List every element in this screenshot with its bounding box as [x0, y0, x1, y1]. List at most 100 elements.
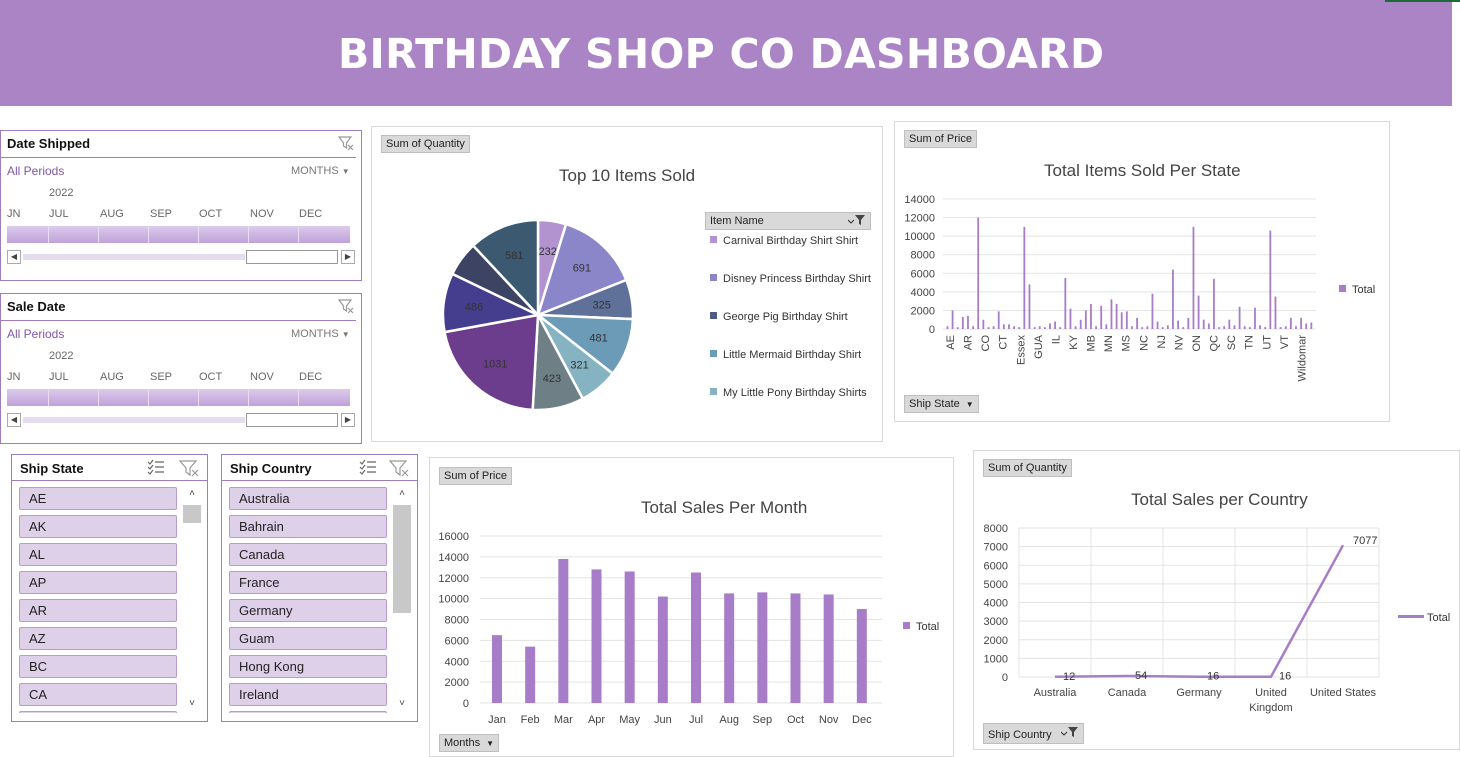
timeline-month[interactable]: JN: [7, 371, 21, 383]
country-chart-panel[interactable]: Sum of Quantity Total Sales per Country …: [973, 450, 1460, 750]
timeline-month[interactable]: SEP: [150, 208, 173, 220]
slicer-item[interactable]: AK: [19, 515, 177, 538]
bar: [1074, 326, 1077, 329]
clear-filter-icon[interactable]: [179, 459, 199, 477]
legend-field-label: Item Name: [710, 215, 764, 227]
filter-dropdown-icon[interactable]: [847, 214, 866, 229]
x-tick-label: CT: [998, 335, 1010, 350]
slicer-item[interactable]: BC: [19, 655, 177, 678]
axis-field-pill[interactable]: Ship State ▼: [904, 395, 979, 413]
pie-chart-panel[interactable]: Sum of Quantity Top 10 Items Sold 232 691…: [371, 126, 883, 442]
slicer-item[interactable]: Germany: [229, 599, 387, 622]
multi-select-icon[interactable]: [147, 459, 165, 475]
legend-swatch: [903, 622, 910, 629]
slicer-item[interactable]: Australia: [229, 487, 387, 510]
slicer-item[interactable]: AP: [19, 571, 177, 594]
x-tick-label: Kingdom: [1249, 702, 1292, 714]
clear-filter-icon[interactable]: [338, 135, 354, 151]
timeline-month[interactable]: DEC: [299, 371, 323, 383]
scroll-thumb[interactable]: [393, 505, 411, 613]
scroll-thumb[interactable]: [183, 505, 201, 523]
bar: [1105, 324, 1108, 329]
chevron-down-icon[interactable]: ˅: [189, 698, 195, 709]
slicer-item[interactable]: Hong Kong: [229, 655, 387, 678]
slicer-item[interactable]: CA: [19, 683, 177, 706]
bar: [1002, 324, 1005, 329]
axis-field-pill[interactable]: Ship Country: [983, 723, 1084, 744]
scroll-track[interactable]: [23, 417, 245, 423]
chevron-down-icon[interactable]: ▼: [965, 400, 974, 409]
value-field-pill[interactable]: Sum of Price: [439, 467, 512, 485]
slicer-ship-country[interactable]: Ship Country Australia Bahrain Canada Fr…: [221, 454, 418, 722]
value-field-pill[interactable]: Sum of Quantity: [983, 459, 1072, 477]
bar: [1243, 326, 1246, 329]
slicer-scrollbar[interactable]: ˄ ˅: [183, 485, 201, 715]
timeline-month[interactable]: AUG: [100, 208, 124, 220]
slicer-scrollbar[interactable]: ˄ ˅: [393, 485, 411, 715]
timeline-month[interactable]: OCT: [199, 371, 223, 383]
chevron-up-icon[interactable]: ˄: [399, 488, 405, 499]
timeline-level-dropdown[interactable]: MONTHS ▼: [291, 165, 350, 177]
timeline-month[interactable]: NOV: [250, 208, 274, 220]
timeline-sale-date[interactable]: Sale Date All Periods MONTHS ▼ 2022 JN J…: [0, 293, 362, 444]
clear-filter-icon[interactable]: [389, 459, 409, 477]
scroll-thumb[interactable]: [246, 250, 338, 264]
scroll-left-icon[interactable]: ◀: [7, 250, 21, 264]
scroll-right-icon[interactable]: ▶: [341, 250, 355, 264]
filter-dropdown-icon[interactable]: [1060, 726, 1079, 740]
legend-field-pill[interactable]: Item Name: [705, 212, 871, 230]
slicer-item[interactable]: France: [229, 571, 387, 594]
timeline-month[interactable]: JN: [7, 208, 21, 220]
slicer-item[interactable]: AL: [19, 543, 177, 566]
timeline-month[interactable]: NOV: [250, 371, 274, 383]
slicer-item[interactable]: Canada: [229, 543, 387, 566]
timeline-bar[interactable]: [7, 226, 350, 243]
state-chart-panel[interactable]: Sum of Price Total Items Sold Per State …: [894, 121, 1390, 422]
chevron-down-icon[interactable]: ˅: [399, 698, 405, 709]
scroll-track[interactable]: [23, 254, 245, 260]
scroll-thumb[interactable]: [246, 413, 338, 427]
scroll-left-icon[interactable]: ◀: [7, 413, 21, 427]
slicer-item[interactable]: [19, 711, 177, 713]
chevron-down-icon: ▼: [341, 330, 350, 339]
bar: [1177, 320, 1179, 329]
legend-swatch: [710, 274, 717, 281]
month-chart-panel[interactable]: Sum of Price Total Sales Per Month 16000…: [429, 457, 954, 757]
slicer-item[interactable]: Guam: [229, 627, 387, 650]
clear-filter-icon[interactable]: [338, 298, 354, 314]
legend-entry: Disney Princess Birthday Shirt: [710, 273, 871, 285]
legend-line: [1398, 615, 1424, 618]
bar: [1284, 326, 1287, 329]
slicer-item[interactable]: AR: [19, 599, 177, 622]
timeline-month[interactable]: JUL: [49, 208, 69, 220]
multi-select-icon[interactable]: [359, 459, 377, 475]
timeline-scrollbar[interactable]: ◀ ▶: [7, 250, 355, 264]
axis-field-pill[interactable]: Months ▼: [439, 734, 499, 752]
value-field-pill[interactable]: Sum of Quantity: [381, 135, 470, 153]
slicer-item[interactable]: Ireland: [229, 683, 387, 706]
timeline-month[interactable]: OCT: [199, 208, 223, 220]
timeline-scrollbar[interactable]: ◀ ▶: [7, 413, 355, 427]
slicer-item[interactable]: [229, 711, 387, 713]
value-field-pill[interactable]: Sum of Price: [904, 130, 977, 148]
chevron-down-icon[interactable]: ▼: [486, 739, 494, 748]
bar: [1028, 284, 1031, 329]
x-tick-label: Jun: [654, 714, 672, 726]
timeline-month[interactable]: JUL: [49, 371, 69, 383]
timeline-level-dropdown[interactable]: MONTHS ▼: [291, 328, 350, 340]
slicer-item[interactable]: AE: [19, 487, 177, 510]
timeline-month[interactable]: AUG: [100, 371, 124, 383]
slicer-ship-state[interactable]: Ship State AE AK AL AP AR AZ BC CA ˄ ˅: [11, 454, 208, 722]
x-tick-label: Mar: [554, 714, 573, 726]
timeline-bar[interactable]: [7, 389, 350, 406]
chevron-up-icon[interactable]: ˄: [189, 488, 195, 499]
timeline-month[interactable]: DEC: [299, 208, 323, 220]
legend-label: Disney Princess Birthday Shirt: [723, 273, 871, 285]
timeline-date-shipped[interactable]: Date Shipped All Periods MONTHS ▼ 2022 J…: [0, 130, 362, 281]
timeline-month[interactable]: SEP: [150, 371, 173, 383]
bar: [1248, 327, 1251, 329]
scroll-right-icon[interactable]: ▶: [341, 413, 355, 427]
bar: [961, 316, 964, 329]
slicer-item[interactable]: AZ: [19, 627, 177, 650]
slicer-item[interactable]: Bahrain: [229, 515, 387, 538]
